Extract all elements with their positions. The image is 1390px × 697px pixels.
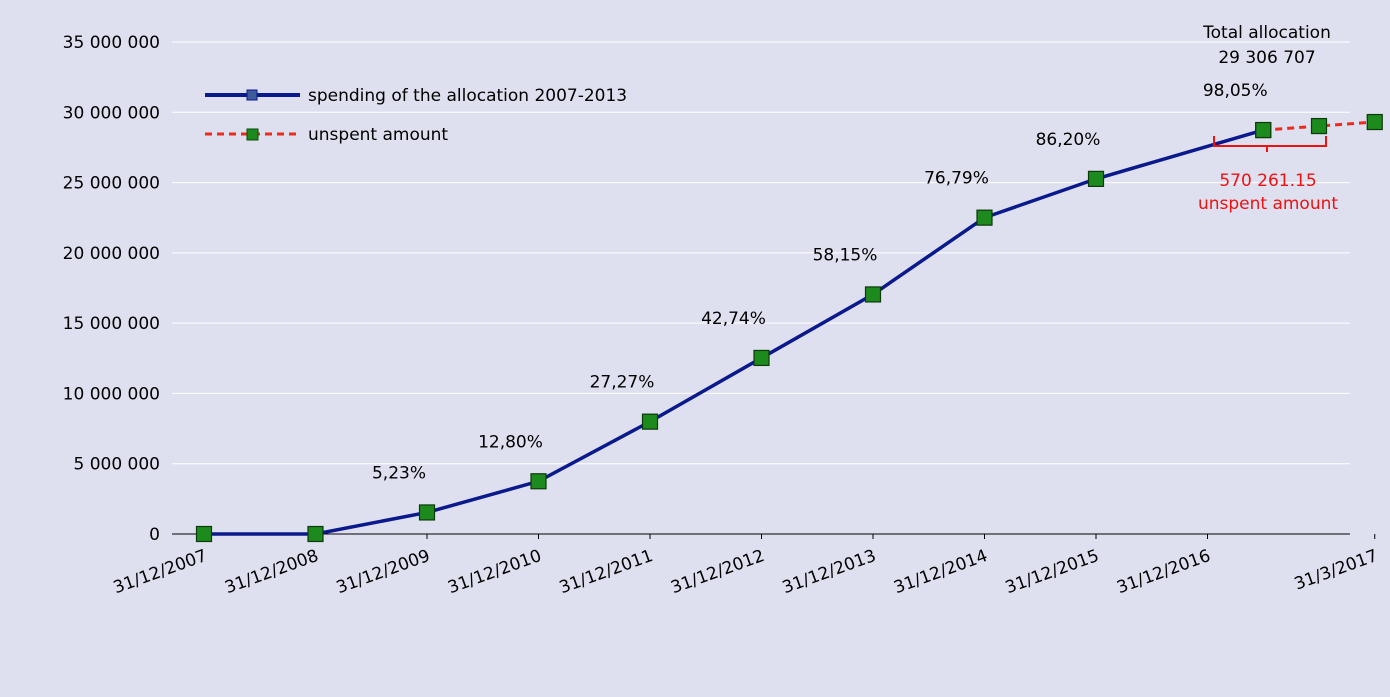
y-tick-label: 25 000 000 xyxy=(63,174,160,194)
legend-marker-spending xyxy=(246,89,258,101)
point-labels: 5,23% 12,80% 27,27% 42,74% 58,15% 76,79% 86,20… xyxy=(372,81,1268,483)
data-label: 86,20% xyxy=(1036,130,1101,150)
x-tick-label: 31/12/2013 xyxy=(780,546,879,598)
data-point xyxy=(307,525,324,543)
total-allocation-title: Total allocation xyxy=(1202,23,1331,43)
y-tick-label: 20 000 000 xyxy=(63,244,160,264)
x-tick-label: 31/3/2017 xyxy=(1292,546,1381,595)
data-label: 76,79% xyxy=(924,169,989,189)
data-point xyxy=(1255,121,1272,139)
unspent-label: unspent amount xyxy=(1198,194,1338,214)
x-tick-label: 31/12/2011 xyxy=(557,546,656,598)
legend-label-unspent: unspent amount xyxy=(308,125,448,145)
series-group xyxy=(195,113,1383,543)
data-point xyxy=(976,209,993,226)
annotations: Total allocation 29 306 707 570 261.15 u… xyxy=(1198,23,1338,214)
data-label: 98,05% xyxy=(1203,81,1268,101)
data-point xyxy=(641,413,659,430)
data-point xyxy=(1366,113,1383,131)
y-axis: 0 5 000 000 10 000 000 15 000 000 20 000 000… xyxy=(63,33,160,545)
x-tick-label: 31/12/2009 xyxy=(334,546,433,598)
data-label: 58,15% xyxy=(813,245,878,265)
total-allocation-value: 29 306 707 xyxy=(1218,48,1315,68)
data-label: 5,23% xyxy=(372,463,426,483)
data-point xyxy=(530,473,547,490)
y-tick-label: 0 xyxy=(149,525,160,545)
y-tick-label: 5 000 000 xyxy=(73,455,160,475)
x-tick-label: 31/12/2008 xyxy=(222,546,321,598)
y-tick-label: 30 000 000 xyxy=(63,103,160,123)
series-line-1 xyxy=(1263,120,1375,132)
grid-lines xyxy=(172,41,1350,535)
x-tick-label: 31/12/2014 xyxy=(891,546,990,598)
y-tick-label: 10 000 000 xyxy=(63,384,160,404)
data-point xyxy=(753,349,770,367)
data-point xyxy=(864,286,882,303)
legend: spending of the allocation 2007-2013 uns… xyxy=(205,86,627,145)
x-tick-label: 31/12/2016 xyxy=(1114,546,1213,598)
data-label: 42,74% xyxy=(701,309,766,329)
unspent-bracket xyxy=(1213,136,1327,152)
x-tick-label: 31/12/2012 xyxy=(668,546,767,598)
data-point xyxy=(1310,117,1328,135)
data-point xyxy=(418,504,436,521)
x-tick-label: 31/12/2015 xyxy=(1003,546,1102,598)
data-label: 27,27% xyxy=(590,373,655,393)
data-point xyxy=(195,525,213,543)
legend-marker-unspent xyxy=(246,128,259,141)
series-line-0 xyxy=(204,128,1264,536)
legend-label-spending: spending of the allocation 2007-2013 xyxy=(308,86,627,106)
data-label: 12,80% xyxy=(478,432,543,452)
x-tick-label: 31/12/2010 xyxy=(445,546,544,598)
x-axis: 31/12/2007 31/12/2008 31/12/2009 31/12/2010… xyxy=(111,533,1381,598)
y-tick-label: 35 000 000 xyxy=(63,33,160,53)
data-point xyxy=(1087,170,1105,187)
y-tick-label: 15 000 000 xyxy=(63,314,160,334)
x-tick-label: 31/12/2007 xyxy=(111,546,210,598)
unspent-value: 570 261.15 xyxy=(1219,171,1316,191)
